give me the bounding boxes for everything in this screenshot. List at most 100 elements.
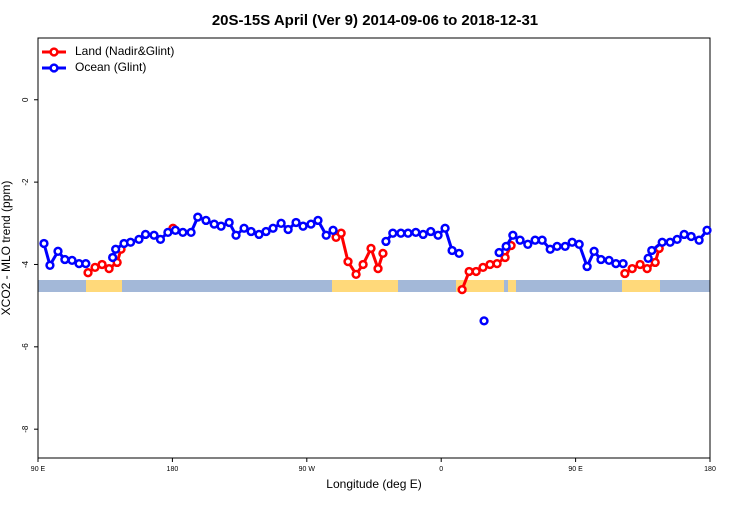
data-point — [501, 241, 511, 252]
data-point — [440, 223, 450, 233]
data-point — [149, 230, 159, 240]
data-point — [351, 269, 361, 280]
data-point — [411, 227, 421, 238]
data-point — [254, 229, 264, 240]
y-tick-label: -8 — [21, 425, 30, 433]
land-patch — [622, 280, 660, 292]
land-patch — [456, 280, 504, 292]
data-point — [672, 234, 682, 245]
data-point — [321, 230, 331, 240]
data-point — [283, 224, 293, 235]
data-point — [291, 217, 301, 228]
data-point — [589, 246, 599, 256]
data-point — [686, 231, 696, 242]
data-point — [627, 263, 637, 274]
data-point — [418, 229, 428, 240]
data-point — [485, 259, 495, 270]
data-point — [373, 263, 383, 274]
data-point — [650, 257, 660, 268]
data-point — [494, 247, 504, 258]
surface-band — [38, 280, 710, 292]
data-point — [45, 260, 55, 270]
data-point — [39, 238, 49, 249]
plot: 90 E 180 90 W 0 90 E 180 0 -2 -4 -6 -8 Land (Nadir&… — [21, 44, 716, 473]
chart-title: 20S-15S April (Ver 9) 2014-09-06 to 2018… — [212, 12, 538, 29]
data-point — [537, 235, 547, 245]
data-point — [83, 268, 93, 278]
data-point — [336, 228, 346, 238]
data-point — [665, 237, 675, 247]
data-point — [268, 223, 278, 233]
data-point — [239, 223, 249, 233]
data-point — [231, 230, 241, 240]
data-point — [216, 221, 226, 231]
data-point — [457, 284, 467, 295]
data-point — [574, 239, 584, 249]
data-point — [388, 228, 398, 238]
data-point — [508, 230, 518, 240]
legend-marker — [49, 63, 59, 73]
data-point — [381, 236, 391, 247]
data-point — [193, 212, 203, 222]
data-point — [201, 215, 211, 226]
data-point — [328, 225, 338, 235]
data-point — [454, 248, 464, 259]
data-point — [170, 225, 181, 235]
data-point — [134, 234, 144, 245]
data-point — [500, 252, 510, 263]
data-point — [479, 316, 489, 326]
data-point — [155, 234, 166, 245]
x-tick-label: 90 W — [299, 466, 316, 473]
data-point — [178, 227, 188, 238]
data-point — [447, 245, 457, 256]
legend-label: Land (Nadir&Glint) — [75, 44, 174, 58]
data-point — [647, 245, 657, 256]
data-point — [104, 263, 114, 274]
y-axis-label: XCO2 - MLO trend (ppm) — [0, 181, 13, 316]
data-point — [125, 237, 136, 247]
x-axis-label: Longitude (deg E) — [326, 477, 421, 491]
data-point — [515, 235, 525, 245]
data-point — [60, 254, 70, 265]
data-point — [426, 226, 436, 237]
x-tick-label: 0 — [439, 466, 443, 473]
data-point — [343, 256, 353, 267]
land-patch — [86, 280, 122, 292]
data-point — [611, 258, 621, 269]
y-tick-label: 0 — [21, 97, 30, 102]
data-point — [492, 258, 502, 269]
data-point — [366, 243, 376, 254]
data-point — [246, 226, 256, 237]
land-patch — [508, 280, 516, 292]
x-tick-label: 90 E — [31, 466, 46, 473]
data-point — [111, 244, 121, 254]
data-point — [642, 263, 652, 274]
x-tick-label: 180 — [704, 466, 716, 473]
data-point — [306, 219, 316, 229]
data-point — [694, 235, 704, 245]
data-point — [643, 253, 653, 263]
y-tick-label: -6 — [21, 343, 30, 351]
data-point — [108, 252, 118, 263]
data-point — [313, 215, 323, 226]
data-point — [276, 218, 286, 228]
x-tick-label: 180 — [167, 466, 179, 473]
data-point — [471, 266, 481, 277]
data-point — [523, 239, 533, 249]
data-point — [657, 237, 667, 247]
data-point — [53, 246, 63, 256]
data-point — [635, 259, 645, 270]
data-point — [403, 228, 413, 238]
data-point — [224, 217, 234, 228]
data-point — [163, 227, 173, 238]
y-tick-label: -4 — [21, 260, 30, 268]
data-point — [604, 255, 614, 266]
data-point — [552, 241, 562, 252]
data-point — [81, 258, 91, 269]
legend-label: Ocean (Glint) — [75, 60, 146, 74]
x-tick-label: 90 E — [568, 466, 583, 473]
data-point — [433, 230, 443, 240]
data-point — [582, 261, 592, 272]
data-point — [702, 225, 712, 235]
data-point — [378, 248, 388, 259]
